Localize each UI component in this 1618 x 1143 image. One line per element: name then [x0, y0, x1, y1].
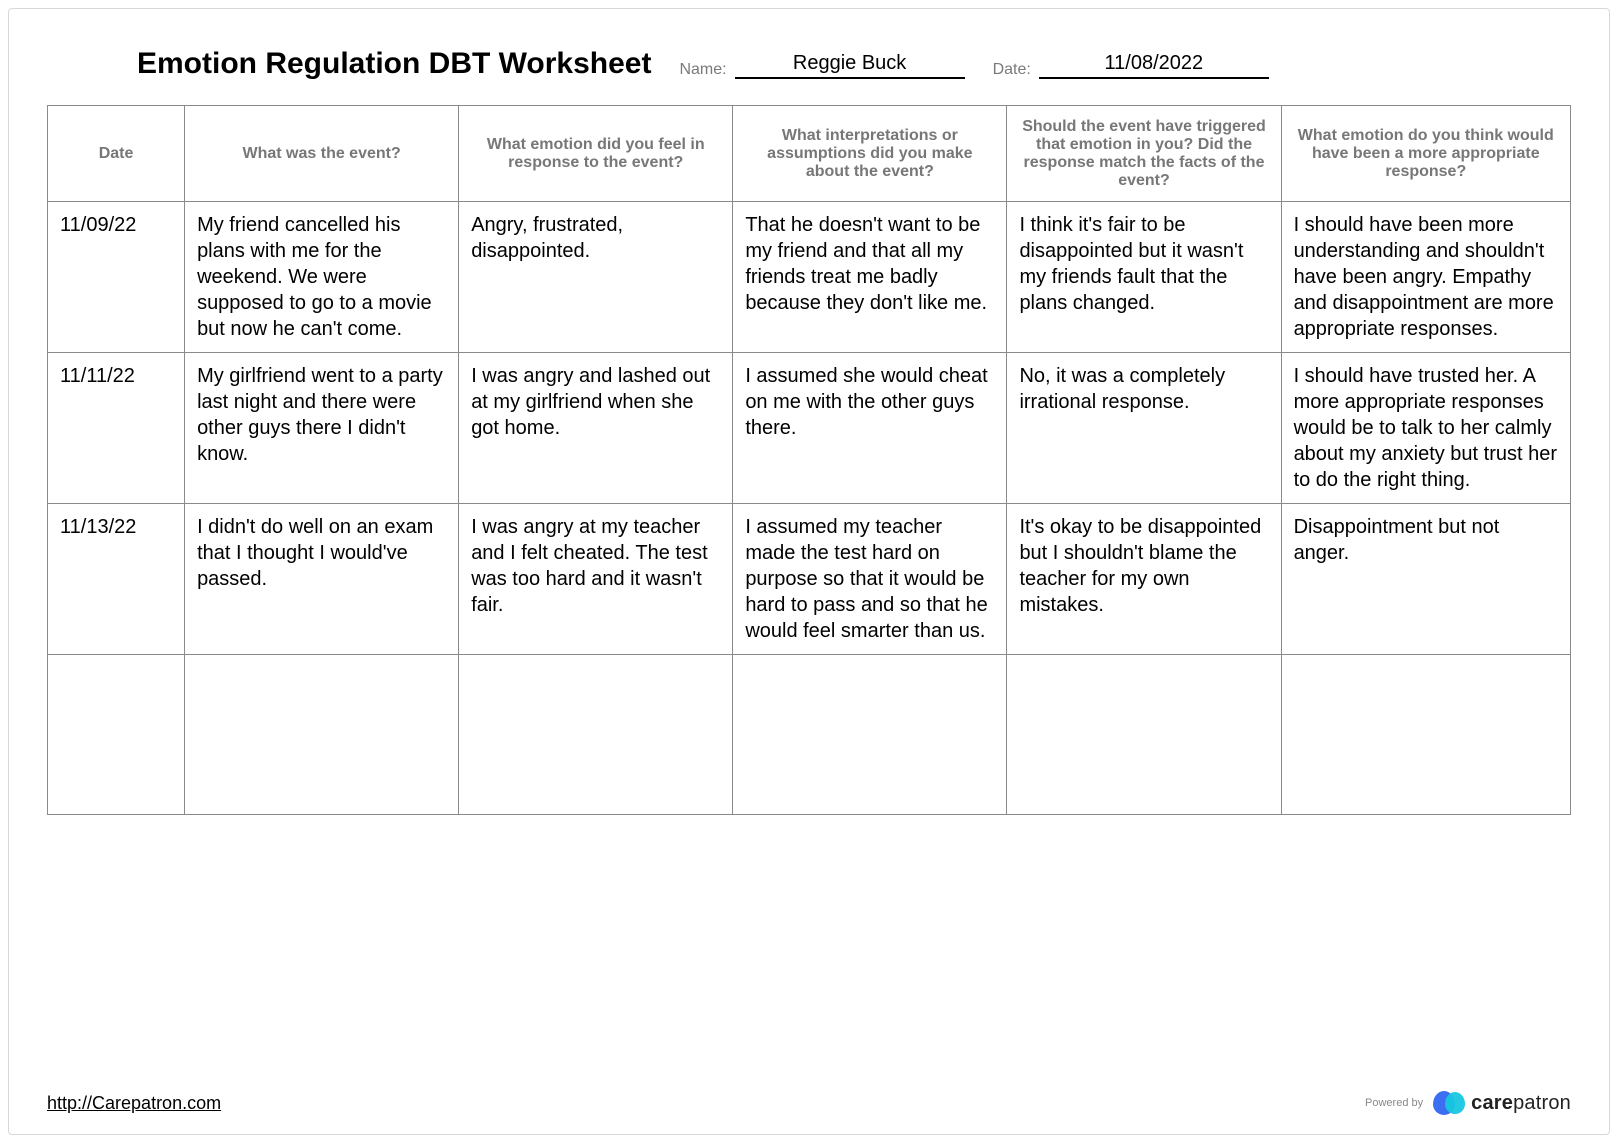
date-field: Date: 11/08/2022 — [993, 52, 1269, 79]
cell-interpretation[interactable]: That he doesn't want to be my friend and… — [733, 202, 1007, 353]
table-row: 11/13/22 I didn't do well on an exam tha… — [48, 504, 1571, 655]
table-row: 11/09/22 My friend cancelled his plans w… — [48, 202, 1571, 353]
cell-should[interactable]: No, it was a completely irrational respo… — [1007, 353, 1281, 504]
cell-should[interactable]: I think it's fair to be disappointed but… — [1007, 202, 1281, 353]
cell-event[interactable]: My girlfriend went to a party last night… — [185, 353, 459, 504]
page-title: Emotion Regulation DBT Worksheet — [137, 47, 651, 81]
footer: http://Carepatron.com Powered by carepat… — [47, 1090, 1571, 1116]
cell-should[interactable]: It's okay to be disappointed but I shoul… — [1007, 504, 1281, 655]
cell-interpretation[interactable]: I assumed my teacher made the test hard … — [733, 504, 1007, 655]
cell-date[interactable]: 11/09/22 — [48, 202, 185, 353]
cell-date[interactable]: 11/13/22 — [48, 504, 185, 655]
logo-icon — [1433, 1090, 1467, 1116]
cell-better[interactable]: Disappointment but not anger. — [1281, 504, 1570, 655]
worksheet-page: Emotion Regulation DBT Worksheet Name: R… — [8, 8, 1610, 1135]
cell-date[interactable]: 11/11/22 — [48, 353, 185, 504]
cell-emotion[interactable]: Angry, frustrated, disappointed. — [459, 202, 733, 353]
cell-should[interactable] — [1007, 655, 1281, 815]
col-header-emotion: What emotion did you feel in response to… — [459, 106, 733, 202]
col-header-interpretation: What interpretations or assumptions did … — [733, 106, 1007, 202]
worksheet-table: Date What was the event? What emotion di… — [47, 105, 1571, 815]
table-row-empty — [48, 655, 1571, 815]
cell-event[interactable] — [185, 655, 459, 815]
cell-emotion[interactable]: I was angry at my teacher and I felt che… — [459, 504, 733, 655]
cell-event[interactable]: I didn't do well on an exam that I thoug… — [185, 504, 459, 655]
cell-better[interactable]: I should have trusted her. A more approp… — [1281, 353, 1570, 504]
table-header-row: Date What was the event? What emotion di… — [48, 106, 1571, 202]
table-row: 11/11/22 My girlfriend went to a party l… — [48, 353, 1571, 504]
name-field: Name: Reggie Buck — [679, 52, 964, 79]
cell-interpretation[interactable] — [733, 655, 1007, 815]
logo-text: carepatron — [1471, 1092, 1571, 1115]
col-header-better: What emotion do you think would have bee… — [1281, 106, 1570, 202]
name-label: Name: — [679, 61, 726, 79]
cell-better[interactable] — [1281, 655, 1570, 815]
powered-by-label: Powered by — [1365, 1097, 1423, 1109]
name-value[interactable]: Reggie Buck — [735, 52, 965, 79]
footer-link[interactable]: http://Carepatron.com — [47, 1093, 221, 1114]
date-label: Date: — [993, 61, 1031, 79]
cell-better[interactable]: I should have been more understanding an… — [1281, 202, 1570, 353]
col-header-should: Should the event have triggered that emo… — [1007, 106, 1281, 202]
cell-emotion[interactable] — [459, 655, 733, 815]
col-header-event: What was the event? — [185, 106, 459, 202]
cell-emotion[interactable]: I was angry and lashed out at my girlfri… — [459, 353, 733, 504]
col-header-date: Date — [48, 106, 185, 202]
header: Emotion Regulation DBT Worksheet Name: R… — [47, 47, 1571, 81]
powered-by: Powered by carepatron — [1365, 1090, 1571, 1116]
carepatron-logo: carepatron — [1433, 1090, 1571, 1116]
cell-event[interactable]: My friend cancelled his plans with me fo… — [185, 202, 459, 353]
date-value[interactable]: 11/08/2022 — [1039, 52, 1269, 79]
cell-date[interactable] — [48, 655, 185, 815]
cell-interpretation[interactable]: I assumed she would cheat on me with the… — [733, 353, 1007, 504]
